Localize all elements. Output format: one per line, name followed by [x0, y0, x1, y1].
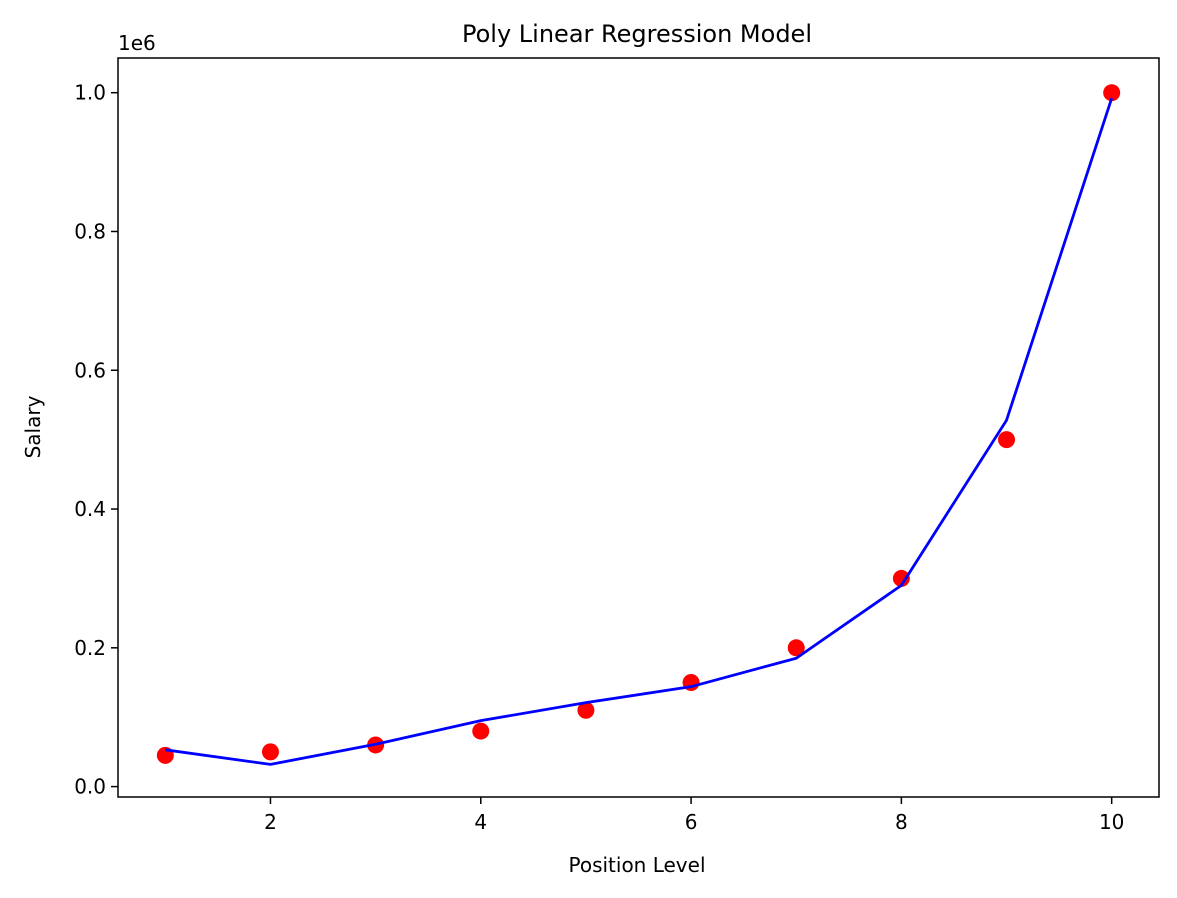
scatter-point: [577, 701, 595, 719]
scatter-point: [787, 639, 805, 657]
chart-title: Poly Linear Regression Model: [462, 20, 812, 48]
x-tick-label: 4: [474, 810, 487, 834]
scatter-point: [892, 569, 910, 587]
y-axis-ticks: 0.0 0.2 0.4 0.6 0.8 1.0: [74, 81, 118, 799]
y-tick-label: 0.6: [74, 358, 106, 382]
scatter-point: [998, 431, 1016, 449]
x-tick-label: 2: [264, 810, 277, 834]
x-tick-label: 6: [685, 810, 698, 834]
y-tick-label: 1.0: [74, 81, 106, 105]
y-tick-label: 0.2: [74, 636, 106, 660]
plot-area: [156, 84, 1121, 766]
x-axis-label: Position Level: [568, 853, 705, 877]
scatter-point: [261, 743, 279, 761]
y-tick-label: 0.8: [74, 219, 106, 243]
x-tick-label: 8: [895, 810, 908, 834]
y-tick-label: 0.0: [74, 775, 106, 799]
y-axis-label: Salary: [21, 395, 45, 458]
regression-line: [165, 97, 1114, 766]
y-tick-label: 0.4: [74, 497, 106, 521]
x-axis-ticks: 2 4 6 8 10: [264, 797, 1124, 834]
plot-frame: [117, 57, 1160, 798]
y-axis-offset-label: 1e6: [118, 31, 156, 55]
x-tick-label: 10: [1099, 810, 1124, 834]
scatter-point: [1103, 84, 1121, 102]
scatter-point: [472, 722, 490, 740]
